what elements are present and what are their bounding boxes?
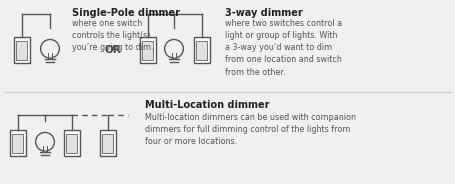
FancyBboxPatch shape [12,134,24,153]
FancyBboxPatch shape [10,130,26,156]
FancyBboxPatch shape [196,40,207,59]
Text: OR: OR [104,45,121,55]
Text: Multi-location dimmers can be used with companion
dimmers for full dimming contr: Multi-location dimmers can be used with … [145,113,355,146]
Text: where two switches control a
light or group of lights. With
a 3-way you’d want t: where two switches control a light or gr… [224,19,341,77]
Text: 3-way dimmer: 3-way dimmer [224,8,302,18]
Text: Single-Pole dimmer: Single-Pole dimmer [72,8,180,18]
FancyBboxPatch shape [193,37,210,63]
FancyBboxPatch shape [14,37,30,63]
FancyBboxPatch shape [140,37,156,63]
Text: where one switch
controls the light(s)
you’re going to dim.: where one switch controls the light(s) y… [72,19,153,52]
FancyBboxPatch shape [64,130,80,156]
FancyBboxPatch shape [66,134,77,153]
FancyBboxPatch shape [142,40,153,59]
FancyBboxPatch shape [102,134,113,153]
FancyBboxPatch shape [100,130,116,156]
FancyBboxPatch shape [16,40,27,59]
Text: Multi-Location dimmer: Multi-Location dimmer [145,100,269,110]
